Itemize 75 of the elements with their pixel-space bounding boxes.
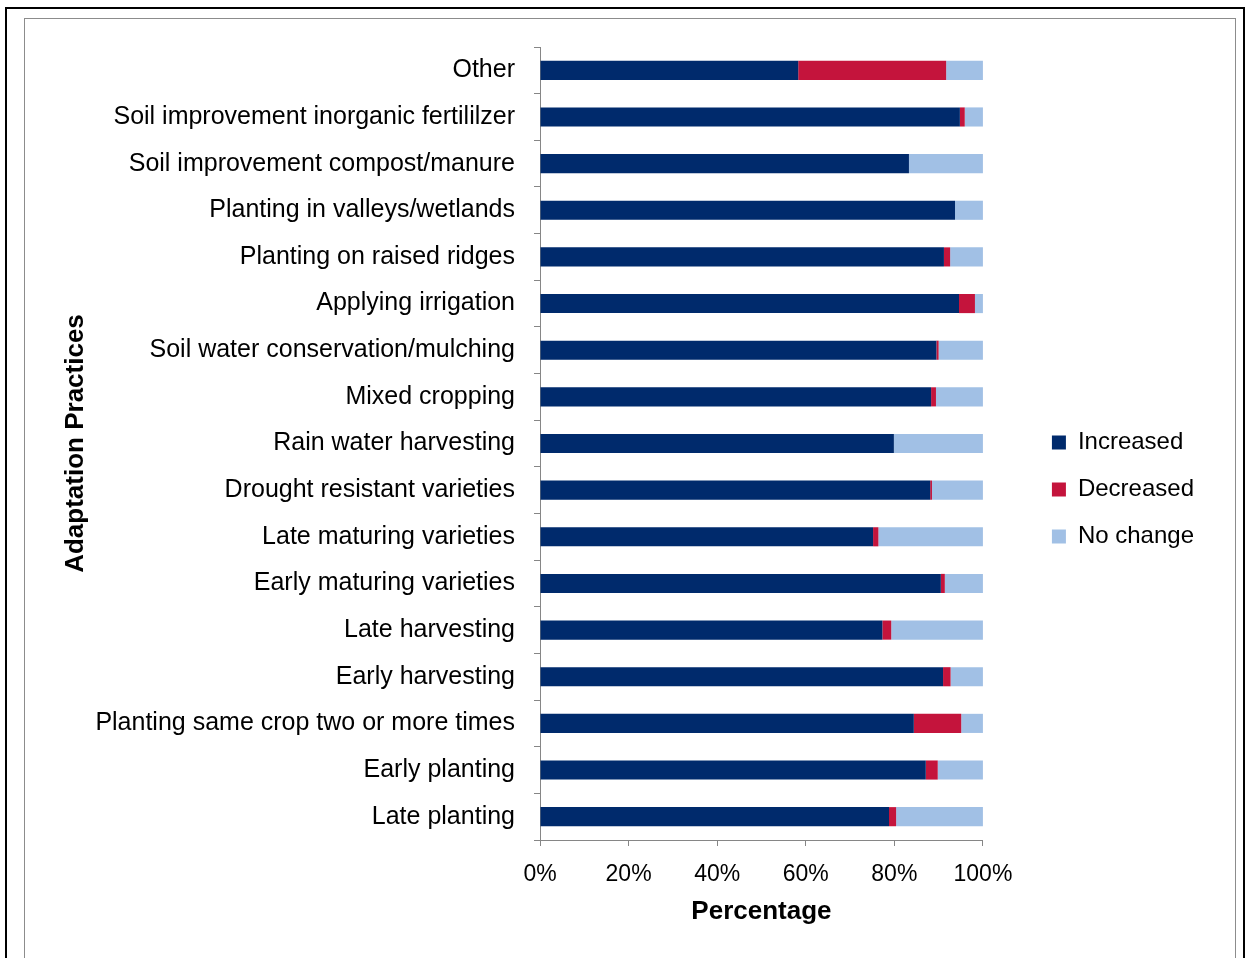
y-tick-label: Early planting — [363, 753, 515, 782]
x-tick-label: 60% — [782, 860, 829, 887]
y-tick-label: Drought resistant varieties — [224, 474, 515, 503]
bar — [937, 760, 983, 780]
bar — [908, 154, 983, 174]
bar — [896, 807, 983, 827]
bar — [940, 573, 945, 593]
bar — [935, 387, 983, 407]
bar — [959, 294, 975, 314]
bar — [944, 573, 983, 593]
bar — [974, 294, 983, 314]
y-axis-title: Adaptation Practices — [58, 314, 89, 573]
y-tick-label: Other — [452, 54, 515, 83]
x-tick-label: 40% — [694, 860, 741, 887]
y-tick-label: Soil improvement inorganic fertililzer — [113, 100, 515, 129]
bar — [961, 713, 983, 733]
bar — [540, 620, 883, 640]
y-tick-label: Early maturing varieties — [253, 567, 515, 596]
y-tick-label: Late maturing varieties — [262, 520, 515, 549]
legend-label: Increased — [1077, 427, 1184, 455]
bar — [955, 200, 983, 220]
x-axis-title: Percentage — [691, 894, 832, 925]
bar — [540, 760, 926, 780]
bar — [540, 107, 960, 127]
bar — [889, 807, 897, 827]
bar — [540, 154, 909, 174]
bar — [540, 200, 956, 220]
x-tick-label: 0% — [523, 860, 557, 887]
legend-label: No change — [1077, 521, 1195, 549]
y-tick-label: Rain water harvesting — [273, 427, 515, 456]
bar — [798, 60, 947, 80]
bar — [540, 247, 944, 267]
y-tick-label: Late planting — [371, 800, 515, 829]
y-tick-label: Soil water conservation/mulching — [149, 334, 515, 363]
x-tick-label: 80% — [871, 860, 918, 887]
bar — [943, 247, 951, 267]
bar — [540, 713, 914, 733]
y-tick-label: Planting in valleys/wetlands — [209, 194, 515, 223]
bar — [950, 667, 983, 687]
y-tick-label: Early harvesting — [335, 660, 515, 689]
bar — [891, 620, 983, 640]
bar — [540, 433, 894, 454]
bar — [540, 573, 941, 593]
y-tick-label: Soil improvement compost/manure — [128, 147, 515, 176]
bar — [540, 480, 931, 500]
bar — [540, 667, 944, 687]
bar — [540, 527, 874, 547]
y-tick-label: Applying irrigation — [316, 287, 515, 316]
bar — [540, 294, 959, 314]
x-tick-label: 100% — [953, 860, 1013, 887]
bar — [950, 247, 983, 267]
y-tick-label: Planting on raised ridges — [239, 240, 515, 269]
bar — [882, 620, 892, 640]
y-tick-label: Planting same crop two or more times — [95, 707, 515, 736]
bar — [878, 527, 983, 547]
bar — [943, 667, 951, 687]
bar — [946, 60, 983, 80]
bar — [931, 480, 983, 500]
bar — [913, 713, 962, 733]
bar — [540, 60, 799, 80]
bar — [925, 760, 938, 780]
bar — [964, 107, 983, 127]
legend-label: Decreased — [1077, 474, 1194, 502]
bar — [959, 107, 965, 127]
bar — [540, 340, 937, 360]
bar — [540, 387, 932, 407]
bar — [938, 340, 983, 360]
bar — [873, 527, 879, 547]
bar — [540, 807, 890, 827]
bar — [931, 387, 936, 407]
y-tick-label: Late harvesting — [344, 613, 515, 642]
bar — [936, 340, 939, 360]
y-tick-label: Mixed cropping — [345, 380, 515, 409]
x-tick-label: 20% — [605, 860, 652, 887]
bar — [893, 433, 983, 454]
